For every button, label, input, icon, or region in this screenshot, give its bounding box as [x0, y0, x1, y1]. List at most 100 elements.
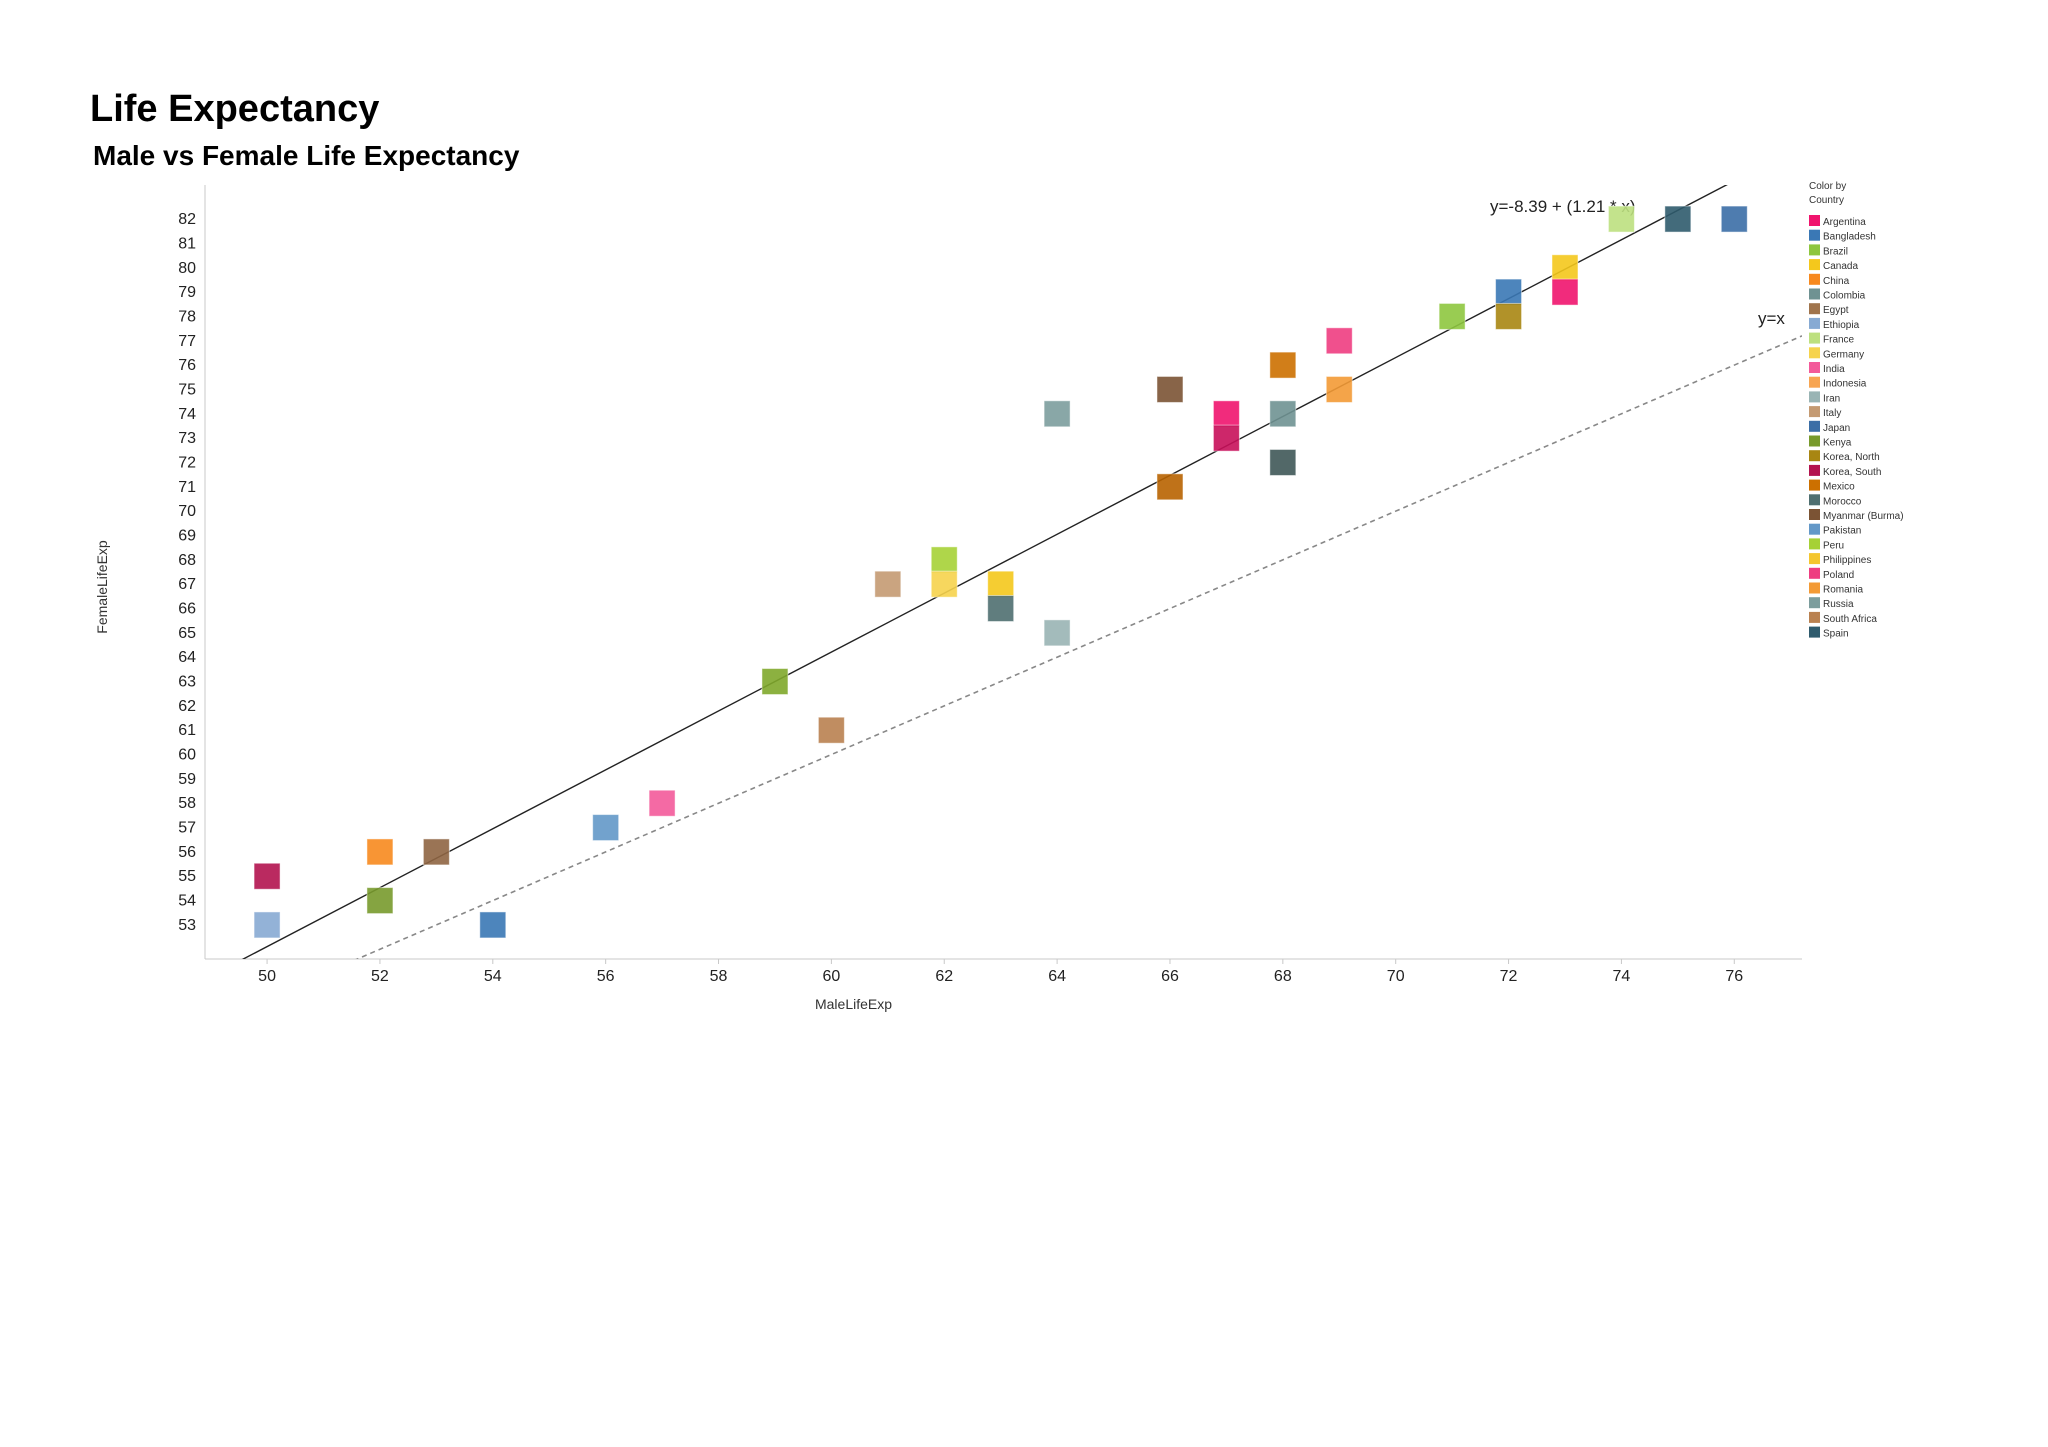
legend-swatch[interactable] — [1809, 347, 1820, 359]
legend-item-label[interactable]: Iran — [1823, 393, 1840, 404]
legend-swatch[interactable] — [1809, 406, 1820, 418]
legend-title: Color by — [1809, 181, 1846, 192]
data-point[interactable] — [1212, 400, 1240, 428]
data-point[interactable] — [1664, 205, 1692, 233]
legend-item-label[interactable]: Myanmar (Burma) — [1823, 511, 1904, 522]
data-point[interactable] — [874, 570, 902, 598]
data-point[interactable] — [366, 838, 394, 866]
data-point[interactable] — [817, 716, 845, 744]
legend-item-label[interactable]: Bangladesh — [1823, 232, 1876, 243]
legend-item-label[interactable]: Spain — [1823, 629, 1849, 640]
legend-title: Country — [1809, 195, 1844, 206]
data-point[interactable] — [1156, 473, 1184, 501]
page-title: Life Expectancy — [90, 88, 380, 130]
data-point[interactable] — [1043, 400, 1071, 428]
data-point[interactable] — [1325, 327, 1353, 355]
legend-item-label[interactable]: Ethiopia — [1823, 320, 1860, 331]
legend-item-label[interactable]: Canada — [1823, 261, 1858, 272]
legend-swatch[interactable] — [1809, 626, 1820, 638]
legend-swatch[interactable] — [1809, 376, 1820, 388]
legend-swatch[interactable] — [1809, 523, 1820, 535]
legend-swatch[interactable] — [1809, 303, 1820, 315]
y-tick-label: 78 — [178, 308, 196, 325]
legend-swatch[interactable] — [1809, 464, 1820, 476]
legend-item-label[interactable]: Japan — [1823, 423, 1850, 434]
data-point[interactable] — [930, 546, 958, 574]
data-point[interactable] — [1551, 278, 1579, 306]
data-point[interactable] — [1720, 205, 1748, 233]
legend-swatch[interactable] — [1809, 597, 1820, 609]
y-tick-label: 77 — [178, 333, 196, 350]
y-tick-label: 67 — [178, 576, 196, 593]
y-tick-label: 62 — [178, 698, 196, 715]
data-point[interactable] — [1495, 278, 1523, 306]
legend-swatch[interactable] — [1809, 332, 1820, 344]
data-point[interactable] — [592, 814, 620, 842]
data-point[interactable] — [1043, 619, 1071, 647]
data-point[interactable] — [366, 887, 394, 915]
legend-item-label[interactable]: Brazil — [1823, 246, 1848, 257]
legend-item-label[interactable]: Philippines — [1823, 555, 1871, 566]
data-point[interactable] — [479, 911, 507, 939]
data-point[interactable] — [253, 911, 281, 939]
legend-swatch[interactable] — [1809, 582, 1820, 594]
y-axis-title: FemaleLifeExp — [94, 540, 110, 634]
legend-swatch[interactable] — [1809, 259, 1820, 271]
legend-item-label[interactable]: Russia — [1823, 599, 1854, 610]
data-point[interactable] — [1438, 302, 1466, 330]
legend-item-label[interactable]: France — [1823, 335, 1855, 346]
data-point[interactable] — [1325, 375, 1353, 403]
legend-item-label[interactable]: Argentina — [1823, 217, 1866, 228]
legend-item-label[interactable]: Egypt — [1823, 305, 1849, 316]
legend-swatch[interactable] — [1809, 215, 1820, 226]
data-point[interactable] — [1607, 205, 1635, 233]
legend-item-label[interactable]: India — [1823, 364, 1845, 375]
data-point[interactable] — [1495, 302, 1523, 330]
legend-swatch[interactable] — [1809, 509, 1820, 520]
legend-item-label[interactable]: Korea, North — [1823, 452, 1880, 463]
legend-swatch[interactable] — [1809, 391, 1820, 403]
data-point[interactable] — [1269, 400, 1297, 428]
legend-swatch[interactable] — [1809, 244, 1820, 256]
data-point[interactable] — [648, 789, 676, 817]
legend-item-label[interactable]: Poland — [1823, 570, 1854, 581]
legend-swatch[interactable] — [1809, 450, 1820, 462]
legend-swatch[interactable] — [1809, 288, 1820, 300]
legend-item-label[interactable]: Italy — [1823, 408, 1841, 419]
legend-item-label[interactable]: Germany — [1823, 349, 1864, 360]
data-point[interactable] — [1156, 375, 1184, 403]
data-point[interactable] — [253, 862, 281, 890]
legend-swatch[interactable] — [1809, 273, 1820, 285]
legend-swatch[interactable] — [1809, 435, 1820, 447]
legend-swatch[interactable] — [1809, 362, 1820, 373]
legend-item-label[interactable]: Kenya — [1823, 438, 1852, 449]
legend-swatch[interactable] — [1809, 538, 1820, 550]
data-point[interactable] — [930, 570, 958, 598]
data-point[interactable] — [1269, 351, 1297, 379]
legend-item-label[interactable]: South Africa — [1823, 614, 1877, 625]
legend-swatch[interactable] — [1809, 567, 1820, 579]
legend-item-label[interactable]: Pakistan — [1823, 526, 1861, 537]
legend-item-label[interactable]: Korea, South — [1823, 467, 1881, 478]
legend-item-label[interactable]: Colombia — [1823, 291, 1866, 302]
legend-swatch[interactable] — [1809, 553, 1820, 565]
legend-swatch[interactable] — [1809, 479, 1820, 491]
legend-item-label[interactable]: Romania — [1823, 585, 1863, 596]
legend-swatch[interactable] — [1809, 229, 1820, 241]
data-point[interactable] — [422, 838, 450, 866]
legend-swatch[interactable] — [1809, 317, 1820, 329]
legend-item-label[interactable]: Morocco — [1823, 496, 1862, 507]
data-point[interactable] — [1269, 448, 1297, 476]
legend-item-label[interactable]: Mexico — [1823, 482, 1855, 493]
legend-swatch[interactable] — [1809, 420, 1820, 432]
legend-item-label[interactable]: Indonesia — [1823, 379, 1867, 390]
legend-item-label[interactable]: Peru — [1823, 540, 1844, 551]
legend-swatch[interactable] — [1809, 611, 1820, 623]
data-point[interactable] — [1551, 254, 1579, 282]
data-point[interactable] — [987, 570, 1015, 598]
data-point[interactable] — [1212, 424, 1240, 452]
legend-swatch[interactable] — [1809, 494, 1820, 506]
legend-item-label[interactable]: China — [1823, 276, 1850, 287]
data-point[interactable] — [761, 668, 789, 696]
data-point[interactable] — [987, 595, 1015, 623]
